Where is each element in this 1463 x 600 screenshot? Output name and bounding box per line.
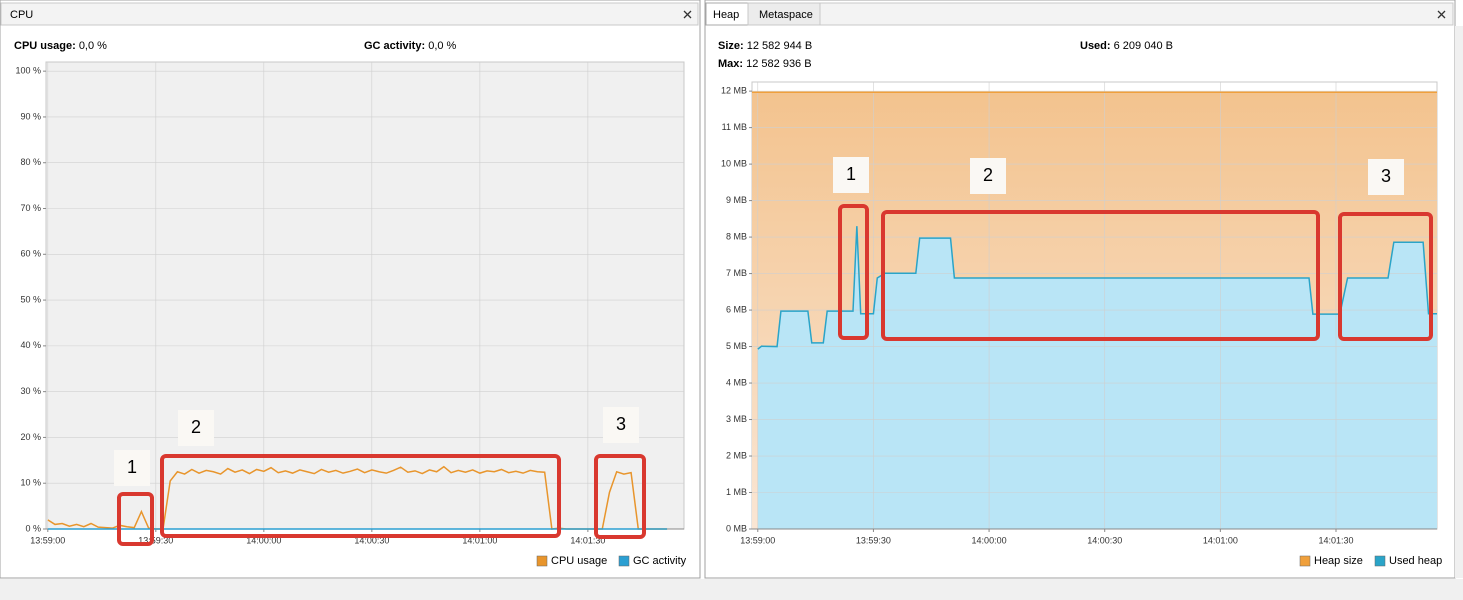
stat: Size: 12 582 944 B xyxy=(718,40,812,52)
legend-swatch xyxy=(618,555,630,567)
annotation-bg xyxy=(1368,159,1404,195)
highlight-box xyxy=(1338,212,1433,341)
stat-value: 6 209 040 B xyxy=(1114,40,1173,52)
stat: Used: 6 209 040 B xyxy=(1080,40,1173,52)
close-icon[interactable] xyxy=(1437,10,1446,19)
annotation-bg xyxy=(970,158,1006,194)
x-tick-label: 14:01:00 xyxy=(462,535,497,545)
stat-label: CPU usage: xyxy=(14,40,76,52)
y-tick-label: 10 MB xyxy=(721,158,747,168)
y-tick-label: 7 MB xyxy=(726,268,747,278)
annotation: 3 xyxy=(1381,166,1391,186)
x-tick-label: 14:00:00 xyxy=(972,535,1007,545)
x-tick-label: 14:01:30 xyxy=(1318,535,1353,545)
y-tick-label: 30 % xyxy=(20,386,41,396)
status-bar xyxy=(0,579,1463,600)
y-tick-label: 11 MB xyxy=(722,122,747,132)
legend-label: CPU usage xyxy=(551,555,607,567)
annotation: 3 xyxy=(616,414,626,434)
legend-swatch xyxy=(1299,555,1311,567)
stat-label: Max: xyxy=(718,58,743,70)
highlight-box xyxy=(160,454,561,538)
stat-value: 0,0 % xyxy=(428,40,456,52)
y-tick-label: 70 % xyxy=(20,203,41,213)
stat: CPU usage: 0,0 % xyxy=(14,40,107,52)
y-tick-label: 50 % xyxy=(20,294,41,304)
annotation: 2 xyxy=(983,165,993,185)
tab[interactable] xyxy=(747,2,821,26)
legend-swatch xyxy=(1374,555,1386,567)
x-tick-label: 14:00:00 xyxy=(246,535,281,545)
stat: GC activity: 0,0 % xyxy=(364,40,457,52)
highlight-box xyxy=(594,454,646,539)
y-tick-label: 4 MB xyxy=(726,377,747,387)
x-tick-label: 14:00:30 xyxy=(1087,535,1122,545)
y-tick-label: 90 % xyxy=(20,111,41,121)
stat-label: Size: xyxy=(718,40,744,52)
annotation: 1 xyxy=(846,164,856,184)
x-tick-label: 13:59:30 xyxy=(138,535,173,545)
tab-bar xyxy=(0,2,699,26)
annotation-bg xyxy=(603,407,639,443)
stat: Max: 12 582 936 B xyxy=(718,58,812,70)
stat-label: Used: xyxy=(1080,40,1111,52)
x-tick-label: 14:00:30 xyxy=(354,535,389,545)
legend-label: Used heap xyxy=(1389,555,1442,567)
tab-label[interactable]: Metaspace xyxy=(759,9,813,21)
y-tick-label: 0 % xyxy=(25,523,41,533)
x-tick-label: 14:01:30 xyxy=(570,535,605,545)
x-tick-label: 13:59:00 xyxy=(740,535,775,545)
stat-value: 12 582 936 B xyxy=(746,58,811,70)
legend-label: Heap size xyxy=(1314,555,1363,567)
y-tick-label: 1 MB xyxy=(726,487,747,497)
tab-label[interactable]: CPU xyxy=(10,9,33,21)
annotation-bg xyxy=(178,410,214,446)
close-icon[interactable] xyxy=(683,10,692,19)
annotation: 2 xyxy=(191,417,201,437)
highlight-box xyxy=(838,204,869,340)
y-tick-label: 2 MB xyxy=(726,450,747,460)
highlight-box xyxy=(881,210,1320,341)
y-tick-label: 40 % xyxy=(20,340,41,350)
annotation-bg xyxy=(114,450,150,486)
legend-swatch xyxy=(536,555,548,567)
y-tick-label: 10 % xyxy=(20,478,41,488)
stat-value: 0,0 % xyxy=(79,40,107,52)
legend-label: GC activity xyxy=(633,555,687,567)
y-tick-label: 9 MB xyxy=(726,195,747,205)
y-tick-label: 100 % xyxy=(15,66,41,76)
y-tick-label: 12 MB xyxy=(721,85,747,95)
x-tick-label: 13:59:30 xyxy=(856,535,891,545)
y-tick-label: 8 MB xyxy=(726,231,747,241)
y-tick-label: 20 % xyxy=(20,432,41,442)
x-tick-label: 13:59:00 xyxy=(30,535,65,545)
stat-label: GC activity: xyxy=(364,40,425,52)
area xyxy=(757,226,1437,529)
plot-area xyxy=(45,61,685,530)
y-tick-label: 0 MB xyxy=(726,523,747,533)
y-tick-label: 6 MB xyxy=(726,304,747,314)
annotation-bg xyxy=(833,157,869,193)
stat-value: 12 582 944 B xyxy=(747,40,812,52)
y-tick-label: 80 % xyxy=(20,157,41,167)
y-tick-label: 60 % xyxy=(20,249,41,259)
tab-label[interactable]: Heap xyxy=(713,9,739,21)
y-tick-label: 3 MB xyxy=(726,414,747,424)
x-tick-label: 14:01:00 xyxy=(1203,535,1238,545)
scrollbar xyxy=(1455,26,1463,578)
highlight-box xyxy=(117,492,154,546)
y-tick-label: 5 MB xyxy=(726,341,747,351)
annotation: 1 xyxy=(127,457,137,477)
